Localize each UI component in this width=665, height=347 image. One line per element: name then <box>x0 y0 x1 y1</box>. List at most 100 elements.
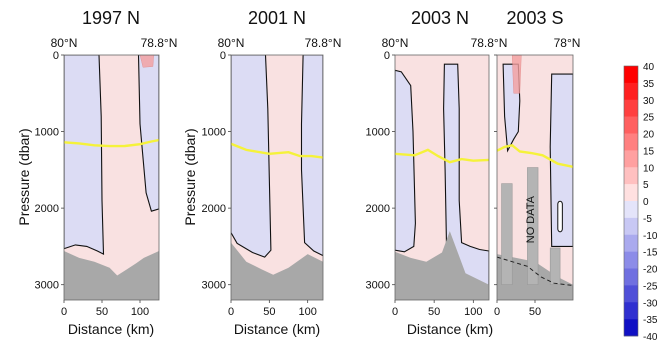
x-tick-label: 50 <box>428 306 440 318</box>
y-axis-label: Pressure (dbar) <box>16 128 32 225</box>
plot-frame <box>394 54 490 301</box>
colorbar-cell <box>624 82 638 101</box>
panel-top-right-label-2003N: 78.8°N <box>471 36 508 50</box>
plot-frame <box>230 54 324 301</box>
panel-title-1997N: 1997 N <box>82 8 140 28</box>
colorbar-label: 10 <box>643 163 655 174</box>
negative-anomaly-region <box>137 55 159 212</box>
y-tick-label: 2000 <box>35 203 59 215</box>
colorbar-label: -40 <box>643 332 658 343</box>
no-data-block <box>527 167 539 285</box>
panel-title-2003S: 2003 S <box>506 8 563 28</box>
y-tick-label: 1000 <box>366 127 390 139</box>
colorbar-label: -20 <box>643 265 658 276</box>
plot-area <box>64 55 159 300</box>
colorbar: 40 35 30 25 20 15 10 5 0 -5 -10 -15 -20 -25 -30 -35 -40 <box>623 62 658 343</box>
x-tick-label: 50 <box>96 306 108 318</box>
y-tick-label: 1000 <box>202 127 226 139</box>
bathymetry-terrain <box>231 242 323 300</box>
no-data-label: NO DATA <box>525 195 537 243</box>
negative-anomaly-region <box>64 55 105 256</box>
colorbar-cell <box>624 251 638 269</box>
colorbar-cell <box>624 285 638 303</box>
y-tick-label: 0 <box>220 50 226 62</box>
yellow-isoline <box>64 138 159 148</box>
x-tick-label: 100 <box>464 306 482 318</box>
y-tick-label: 2000 <box>366 203 390 215</box>
panel-top-right-label-1997N: 78.8°N <box>141 36 178 50</box>
negative-anomaly-region <box>443 63 489 300</box>
bathymetry-terrain <box>395 231 489 300</box>
colorbar-label: 20 <box>643 130 655 141</box>
panel-2003N: 2003 N 80°N 78.8°N Distance (km) 0 50 1000… <box>366 8 508 337</box>
colorbar-cell <box>624 133 638 151</box>
x-tick-label: 50 <box>529 306 541 318</box>
colorbar-label: -35 <box>643 315 658 326</box>
colorbar-cell <box>624 302 638 320</box>
positive-anomaly-patch <box>511 55 522 94</box>
x-tick-label: 0 <box>494 306 500 318</box>
panel-2001N: 2001 N 80°N 78.8°N Pressure (dbar) Dista… <box>182 8 341 337</box>
no-data-block <box>501 183 513 285</box>
panel-top-right-label-2001N: 78.8°N <box>305 36 342 50</box>
colorbar-label: 0 <box>643 197 649 208</box>
colorbar-cell <box>624 66 638 84</box>
colorbar-cell <box>624 319 638 337</box>
panel-title-2001N: 2001 N <box>248 8 306 28</box>
colorbar-label: -30 <box>643 298 658 309</box>
x-axis-label-1997N: Distance (km) <box>68 321 154 337</box>
x-axis-label-2003N: Distance (km) <box>407 321 493 337</box>
y-tick-label: 2000 <box>202 203 226 215</box>
plot-area <box>395 55 489 300</box>
bathymetry-terrain <box>64 251 159 300</box>
colorbar-label: 35 <box>643 79 655 90</box>
panel-top-left-label-2003N: 80°N <box>382 36 409 50</box>
colorbar-cell <box>624 167 638 185</box>
colorbar-cell <box>624 150 638 168</box>
x-tick-label: 50 <box>263 306 275 318</box>
x-tick-label: 100 <box>298 306 316 318</box>
no-data-block <box>549 247 561 285</box>
colorbar-frame <box>623 65 639 337</box>
colorbar-cell <box>624 116 638 134</box>
colorbar-label: 30 <box>643 96 655 107</box>
panel-title-2003N: 2003 N <box>411 8 469 28</box>
plot-frame <box>63 54 160 301</box>
yellow-isoline <box>497 144 573 168</box>
dashed-bottom-line <box>497 256 573 286</box>
y-tick-label: 3000 <box>366 280 390 292</box>
colorbar-label: 15 <box>643 146 655 157</box>
colorbar-label: 5 <box>643 180 649 191</box>
panel-top-left-label-2001N: 80°N <box>218 36 245 50</box>
positive-anomaly-patch <box>139 55 154 68</box>
negative-anomaly-region <box>231 55 272 258</box>
colorbar-label: 40 <box>643 62 655 73</box>
plot-area <box>497 55 573 300</box>
negative-anomaly-region <box>395 69 416 253</box>
y-axis-label-2001N: Pressure (dbar) <box>182 128 198 225</box>
x-tick-label: 0 <box>392 306 398 318</box>
y-tick-label: 0 <box>53 50 59 62</box>
colorbar-cell <box>624 184 638 202</box>
panel-top-left-label-1997N: 80°N <box>51 36 78 50</box>
y-tick-label: 0 <box>384 50 390 62</box>
yellow-isoline <box>395 148 489 164</box>
small-closed-contour <box>557 200 563 233</box>
negative-anomaly-region <box>549 73 573 247</box>
x-tick-label: 0 <box>61 306 67 318</box>
y-tick-label: 3000 <box>202 280 226 292</box>
x-tick-label: 100 <box>131 306 149 318</box>
colorbar-cell <box>624 201 638 219</box>
colorbar-cell <box>624 268 638 286</box>
y-tick-label: 1000 <box>35 127 59 139</box>
colorbar-cell <box>624 217 638 236</box>
colorbar-label: -25 <box>643 281 658 292</box>
x-axis-label-2001N: Distance (km) <box>234 321 320 337</box>
colorbar-label: -5 <box>643 214 652 225</box>
x-tick-label: 0 <box>228 306 234 318</box>
plot-area <box>231 55 323 300</box>
panel-top-right-label-2003S: 78°N <box>554 36 581 50</box>
colorbar-cell <box>624 99 638 117</box>
colorbar-label: -10 <box>643 231 658 242</box>
